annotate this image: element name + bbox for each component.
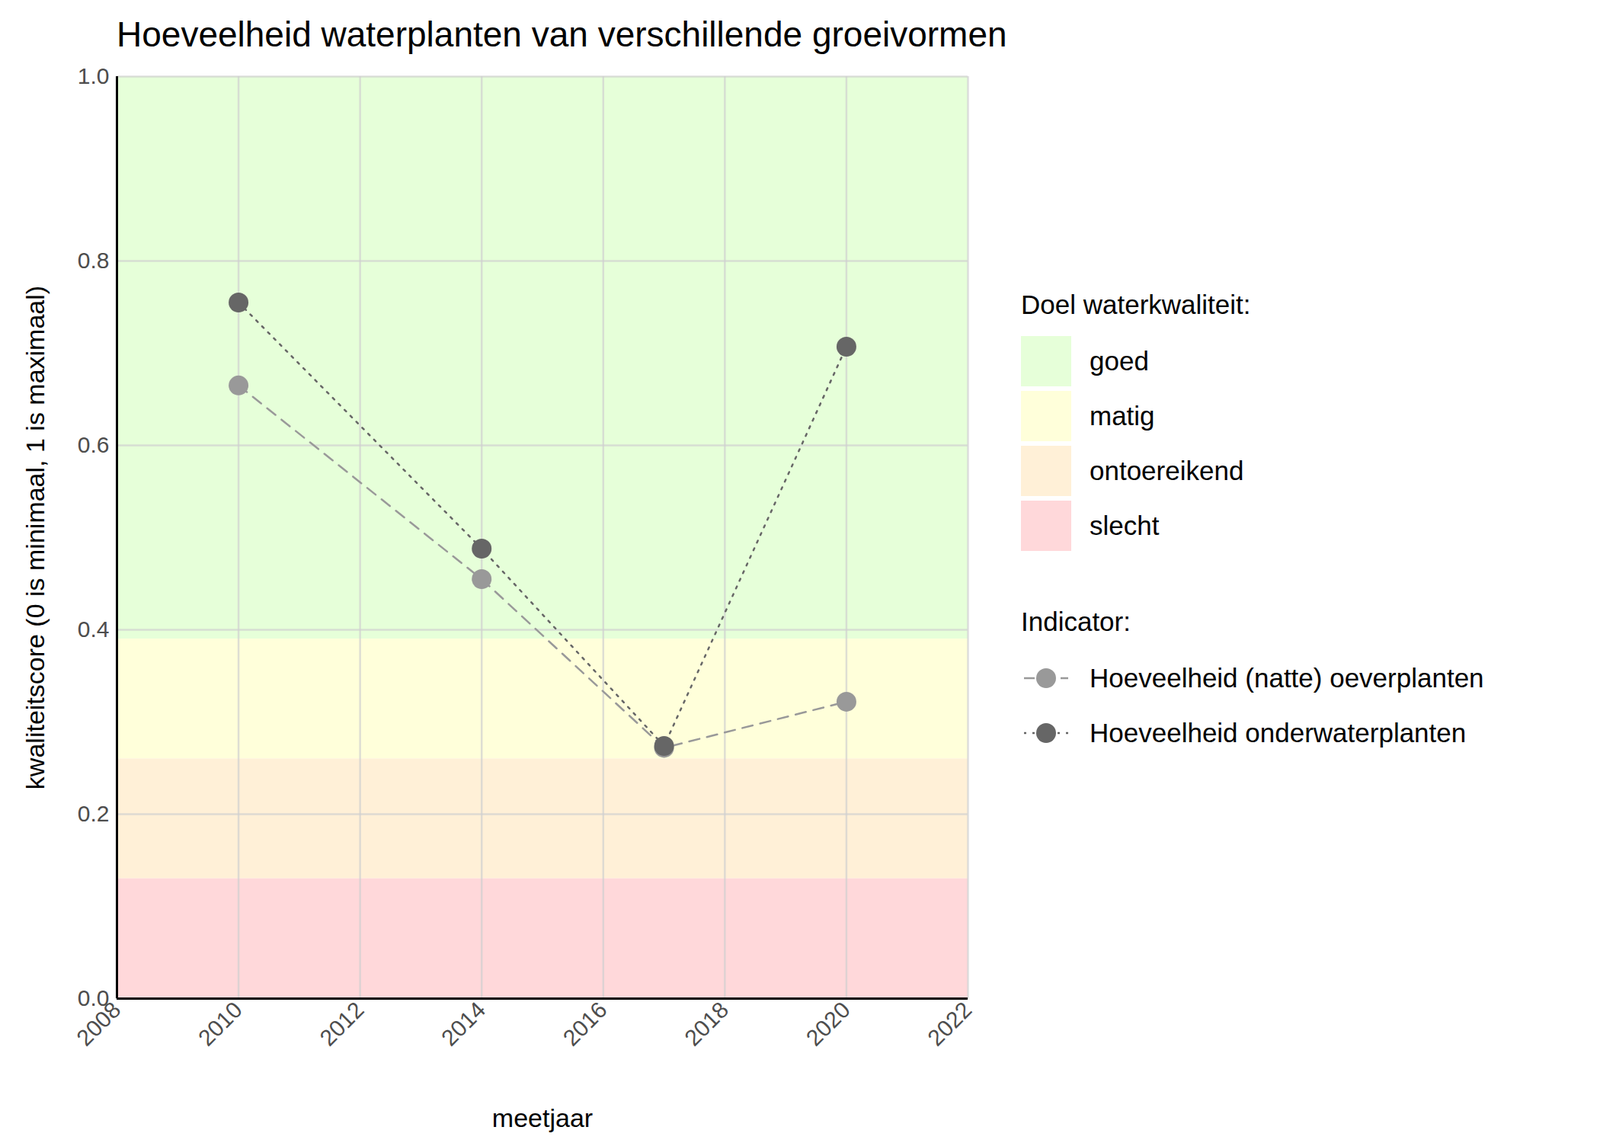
- svg-text:1.0: 1.0: [77, 68, 110, 89]
- html-text:matig: matig: [1089, 400, 1155, 431]
- html-text:Hoeveelheid onderwaterplanten: Hoeveelheid onderwaterplanten: [1089, 717, 1467, 748]
- svg-text:kwaliteitscore (0 is minimaal,: kwaliteitscore (0 is minimaal, 1 is maxi…: [20, 285, 50, 790]
- svg-text:2012: 2012: [314, 996, 369, 1051]
- svg-text:0.2: 0.2: [77, 800, 110, 826]
- html-text:Doel waterkwaliteit:: Doel waterkwaliteit:: [1020, 289, 1251, 320]
- svg-text:0.4: 0.4: [77, 616, 110, 642]
- svg-text:2014: 2014: [436, 996, 491, 1051]
- svg-text:2022: 2022: [922, 996, 977, 1051]
- svg-text:2016: 2016: [557, 996, 612, 1051]
- html-text:Hoeveelheid (natte) oeverplant: Hoeveelheid (natte) oeverplanten: [1089, 662, 1484, 693]
- html-text:Hoeveelheid waterplanten van v: Hoeveelheid waterplanten van verschillen…: [116, 14, 1007, 55]
- svg-text:2008: 2008: [71, 996, 126, 1051]
- html-text:Indicator:: Indicator:: [1020, 606, 1131, 637]
- svg-text:0.6: 0.6: [77, 432, 110, 458]
- svg-text:0.8: 0.8: [77, 247, 110, 273]
- svg-text:meetjaar: meetjaar: [492, 1103, 593, 1133]
- svg-text:2018: 2018: [679, 996, 734, 1051]
- svg-text:2010: 2010: [193, 996, 248, 1051]
- svg-text:2020: 2020: [800, 996, 855, 1051]
- svg-text:0.0: 0.0: [77, 985, 110, 1011]
- html-text:goed: goed: [1089, 345, 1149, 376]
- html-text:ontoereikend: ontoereikend: [1089, 455, 1244, 486]
- html-text:slecht: slecht: [1089, 510, 1160, 541]
